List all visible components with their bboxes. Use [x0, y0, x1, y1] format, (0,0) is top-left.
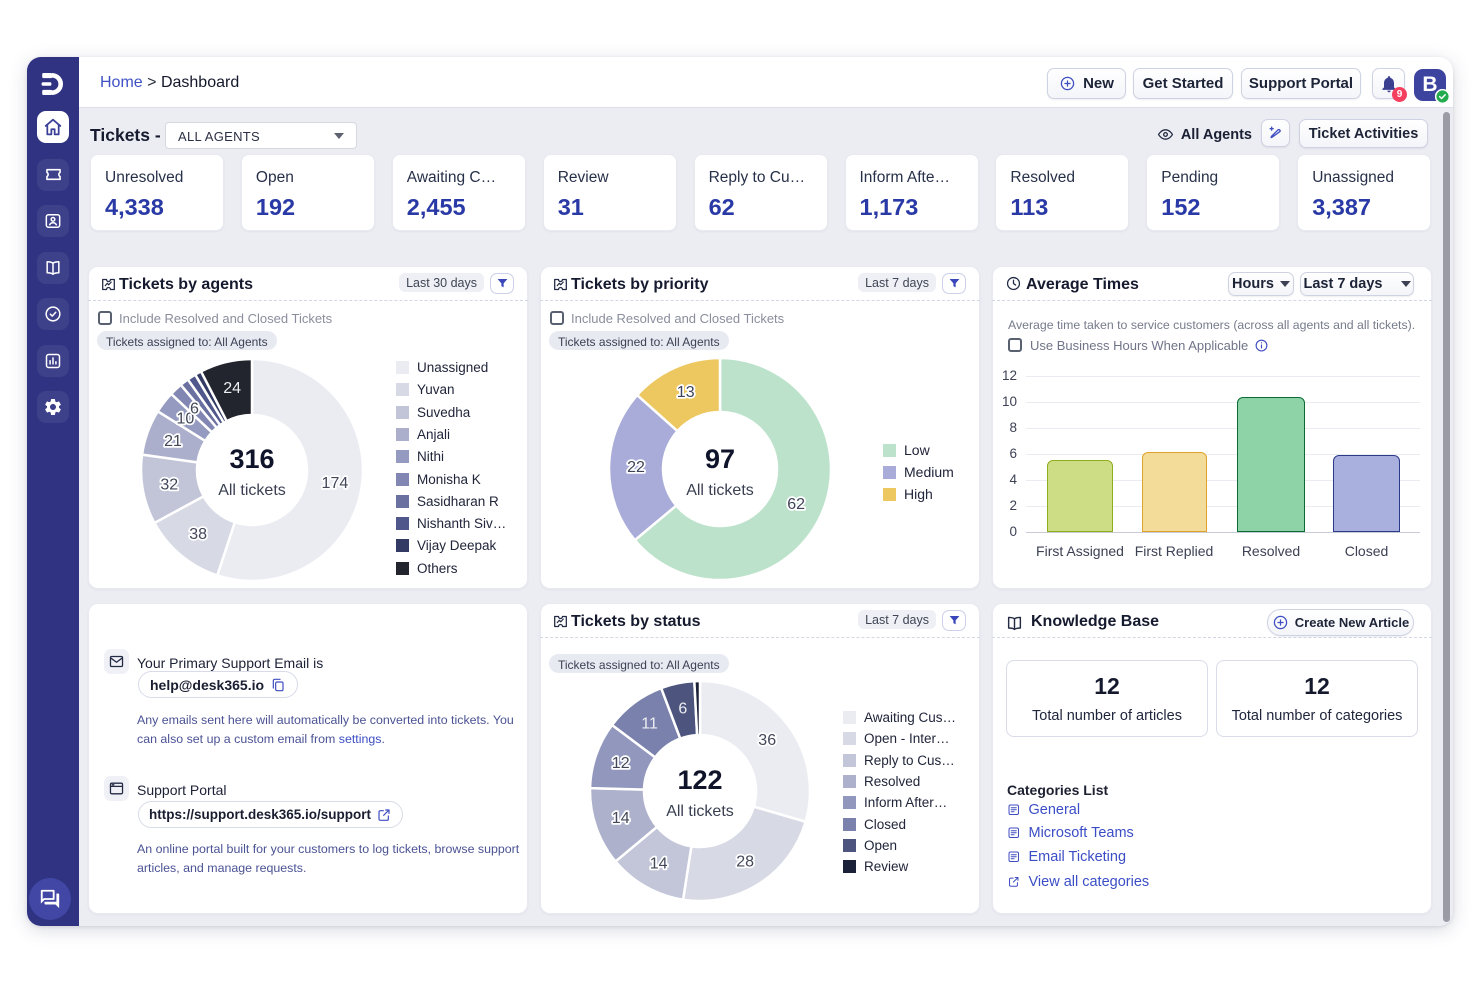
svg-text:10: 10 [177, 410, 195, 427]
svg-text:62: 62 [787, 496, 805, 513]
svg-text:14: 14 [612, 810, 630, 827]
svg-text:174: 174 [322, 475, 349, 492]
svg-text:13: 13 [677, 384, 695, 401]
svg-text:12: 12 [612, 755, 630, 772]
svg-text:6: 6 [678, 700, 687, 717]
svg-text:6: 6 [190, 400, 199, 417]
svg-text:38: 38 [189, 526, 207, 543]
svg-text:11: 11 [641, 715, 658, 732]
svg-text:22: 22 [627, 459, 645, 476]
svg-text:36: 36 [758, 732, 776, 749]
svg-text:32: 32 [160, 477, 178, 494]
svg-text:21: 21 [164, 433, 182, 450]
svg-text:28: 28 [736, 853, 754, 870]
svg-text:14: 14 [650, 856, 668, 873]
svg-text:24: 24 [223, 380, 241, 397]
